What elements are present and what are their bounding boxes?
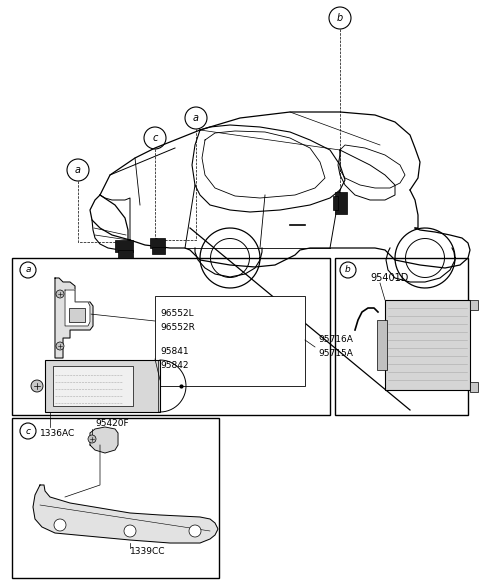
Text: b: b (337, 13, 343, 23)
Circle shape (88, 435, 96, 443)
Circle shape (124, 525, 136, 537)
Bar (12, 258, 330, 415)
Bar (335, 192, 347, 214)
Bar (377, 320, 387, 370)
Text: 1336AC: 1336AC (40, 429, 75, 439)
Text: a: a (25, 266, 31, 274)
Text: 95420F: 95420F (95, 419, 129, 427)
Text: 96552L: 96552L (160, 310, 193, 318)
Bar (69, 308, 85, 322)
Bar (152, 247, 165, 254)
Bar (470, 300, 478, 310)
Bar (118, 250, 133, 258)
Circle shape (54, 519, 66, 531)
Text: 96552R: 96552R (160, 324, 195, 332)
Text: c: c (152, 133, 158, 143)
Bar (150, 238, 165, 248)
Circle shape (56, 290, 64, 298)
Text: c: c (25, 426, 31, 436)
Polygon shape (55, 278, 93, 358)
Text: 1339CC: 1339CC (130, 547, 166, 555)
Text: 95842: 95842 (160, 361, 189, 370)
Polygon shape (90, 427, 118, 453)
Text: b: b (345, 266, 351, 274)
Bar (45, 360, 160, 412)
FancyBboxPatch shape (155, 296, 305, 386)
Circle shape (56, 342, 64, 350)
Bar (12, 418, 219, 578)
Polygon shape (65, 290, 90, 326)
Bar (335, 258, 468, 415)
Text: 95841: 95841 (160, 347, 189, 356)
Polygon shape (33, 485, 218, 543)
Text: 95716A: 95716A (318, 335, 353, 345)
Circle shape (189, 525, 201, 537)
Bar (53, 366, 133, 406)
Text: a: a (193, 113, 199, 123)
Bar (333, 196, 338, 210)
Text: a: a (75, 165, 81, 175)
Bar (385, 300, 470, 390)
Bar (115, 240, 133, 252)
Circle shape (31, 380, 43, 392)
Bar (470, 382, 478, 392)
Text: 95715A: 95715A (318, 349, 353, 359)
Text: 95401D: 95401D (370, 273, 408, 283)
